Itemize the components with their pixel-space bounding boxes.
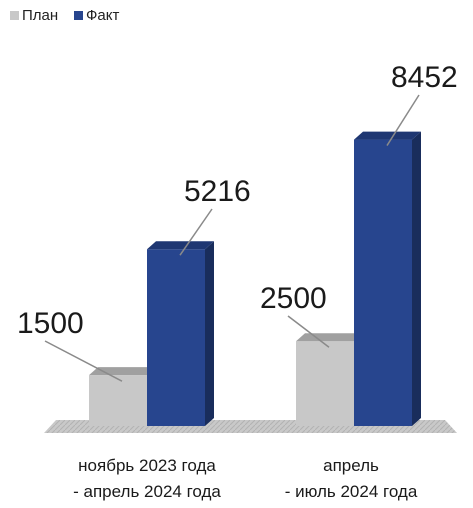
- bar-front: [354, 139, 412, 426]
- bar-front: [296, 341, 354, 426]
- legend-swatch-fact: [74, 11, 83, 20]
- bar-top: [296, 333, 363, 342]
- bar-front: [89, 375, 147, 426]
- category-label-1-line-1: ноябрь 2023 года: [78, 456, 216, 475]
- bar-fact-2: [354, 131, 421, 426]
- bar-front: [147, 249, 205, 426]
- leader-line: [44, 340, 123, 382]
- category-labels-group: ноябрь 2023 года - апрель 2024 года апрель…: [73, 456, 418, 501]
- data-labels-group: 1500 5216 2500 8452: [17, 61, 458, 382]
- category-label-2-line-1: апрель: [323, 456, 379, 475]
- legend-label-plan: План: [22, 7, 58, 24]
- bar-top: [354, 131, 421, 140]
- bar-top: [147, 241, 214, 250]
- legend: План Факт: [10, 7, 119, 24]
- category-label-1-line-2: - апрель 2024 года: [73, 482, 221, 501]
- data-label-plan-1: 1500: [17, 307, 84, 340]
- bar-plan-2: [296, 333, 363, 426]
- bar-side: [205, 241, 214, 426]
- data-label-fact-2: 8452: [391, 61, 458, 94]
- legend-label-fact: Факт: [86, 7, 119, 24]
- bar-plan-1: [89, 367, 156, 426]
- bar-side: [412, 131, 421, 426]
- leader-line: [179, 208, 213, 256]
- category-label-2-line-2: - июль 2024 года: [285, 482, 418, 501]
- legend-swatch-plan: [10, 11, 19, 20]
- bar-fact-1: [147, 241, 214, 426]
- leader-line: [287, 315, 330, 348]
- data-label-plan-2: 2500: [260, 282, 327, 315]
- data-label-fact-1: 5216: [184, 175, 251, 208]
- leader-line: [386, 94, 420, 146]
- bars-group: [89, 131, 421, 426]
